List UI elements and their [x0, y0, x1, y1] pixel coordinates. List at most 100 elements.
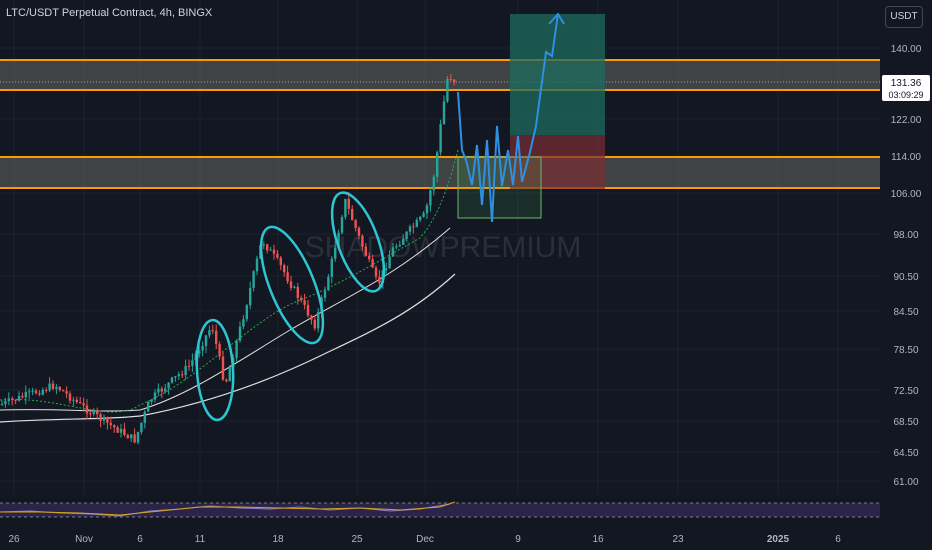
candle-body	[276, 253, 279, 258]
currency-button[interactable]: USDT	[885, 6, 923, 28]
candle-body	[238, 326, 242, 341]
x-tick-label: Dec	[416, 534, 434, 545]
y-tick-label: 84.50	[893, 307, 918, 318]
candle-body	[126, 434, 129, 439]
time-axis[interactable]	[0, 525, 932, 550]
y-axis-ticks: 140.00 122.00 114.00 106.00 98.00 90.50 84.50 7…	[891, 44, 922, 488]
x-tick-label: 2025	[767, 534, 790, 545]
candle-body	[405, 231, 408, 240]
candle-body	[109, 422, 112, 426]
candle-body	[419, 216, 422, 220]
candle-body	[102, 417, 106, 421]
candle-body	[79, 402, 82, 404]
candle-body	[119, 428, 123, 433]
candle-body	[313, 319, 316, 329]
impulse-circle-3[interactable]	[321, 186, 394, 297]
target-box[interactable]	[510, 14, 605, 135]
candle-body	[150, 399, 153, 402]
x-tick-label: 9	[515, 534, 521, 545]
y-tick-label: 122.00	[891, 115, 922, 126]
price-tag-bg	[882, 75, 930, 101]
candle-body	[4, 400, 7, 405]
watermark: SHADOWPREMIUM	[305, 231, 582, 264]
candle-body	[252, 271, 255, 288]
candle-body	[221, 356, 225, 380]
candle-body	[198, 350, 201, 354]
candle-body	[89, 413, 92, 415]
candle-body	[215, 330, 218, 344]
impulse-circle-2[interactable]	[248, 219, 335, 350]
y-tick-label: 114.00	[891, 152, 921, 163]
candle-body	[368, 255, 371, 260]
candle-body	[303, 300, 306, 305]
candle-body	[218, 343, 221, 357]
candle-body	[0, 404, 4, 406]
candle-body	[296, 286, 299, 298]
candle-body	[21, 395, 24, 398]
candle-body	[395, 246, 398, 248]
candle-body	[82, 403, 85, 406]
candle-body	[34, 390, 38, 394]
stop-box[interactable]	[510, 135, 605, 189]
candle-body	[337, 232, 340, 248]
candle-body	[266, 244, 269, 251]
y-tick-label: 98.00	[893, 230, 918, 241]
candle-body	[371, 259, 374, 268]
projection-path[interactable]	[457, 13, 559, 223]
candle-body	[425, 205, 429, 214]
candle-body	[174, 376, 177, 378]
candle-body	[364, 246, 367, 256]
candle-body	[439, 124, 442, 153]
ma-medium	[0, 227, 451, 412]
candle-body	[147, 401, 150, 412]
candle-body	[378, 276, 381, 283]
y-tick-label: 106.00	[891, 189, 922, 200]
candle-body	[357, 227, 361, 236]
candle-body	[153, 392, 157, 400]
candle-body	[65, 391, 68, 394]
candle-body	[385, 268, 388, 271]
candle-body	[130, 434, 133, 439]
x-axis-ticks: 26 Nov 6 11 18 25 Dec 9 16 23 2025 6	[8, 534, 841, 545]
candle-body	[245, 305, 248, 320]
candle-body	[48, 383, 51, 391]
candle-body	[85, 405, 89, 414]
candle-body	[289, 281, 293, 288]
candle-body	[442, 101, 446, 125]
candle-body	[51, 383, 55, 389]
x-tick-label: 23	[672, 534, 684, 545]
chart-title: LTC/USDT Perpetual Contract, 4h, BINGX	[6, 7, 213, 19]
candle-body	[351, 208, 354, 221]
candle-body	[269, 249, 272, 251]
candle-body	[41, 389, 44, 395]
candle-body	[181, 374, 184, 376]
candle-body	[167, 382, 170, 389]
candle-body	[347, 199, 350, 209]
candle-body	[187, 365, 191, 367]
candle-body	[286, 272, 289, 282]
candle-body	[412, 226, 415, 228]
candle-body	[24, 392, 27, 398]
y-tick-label: 72.50	[893, 386, 918, 397]
candle-body	[96, 410, 99, 415]
x-tick-label: Nov	[75, 534, 93, 545]
candle-body	[133, 434, 136, 443]
candle-body	[143, 411, 146, 423]
candle-body	[62, 390, 65, 392]
impulse-circle-1[interactable]	[194, 318, 235, 422]
x-tick-label: 6	[137, 534, 143, 545]
candle-body	[340, 217, 344, 233]
y-tick-label: 68.50	[893, 417, 918, 428]
candle-body	[106, 417, 109, 423]
candle-body	[398, 244, 401, 247]
candle-body	[99, 414, 102, 421]
candle-body	[55, 386, 58, 389]
candle-body	[116, 427, 119, 433]
candle-body	[72, 399, 75, 401]
candle-body	[327, 276, 330, 291]
candle-body	[300, 297, 303, 301]
candle-body	[204, 335, 208, 347]
ma-fast	[0, 149, 459, 413]
x-tick-label: 16	[592, 534, 604, 545]
